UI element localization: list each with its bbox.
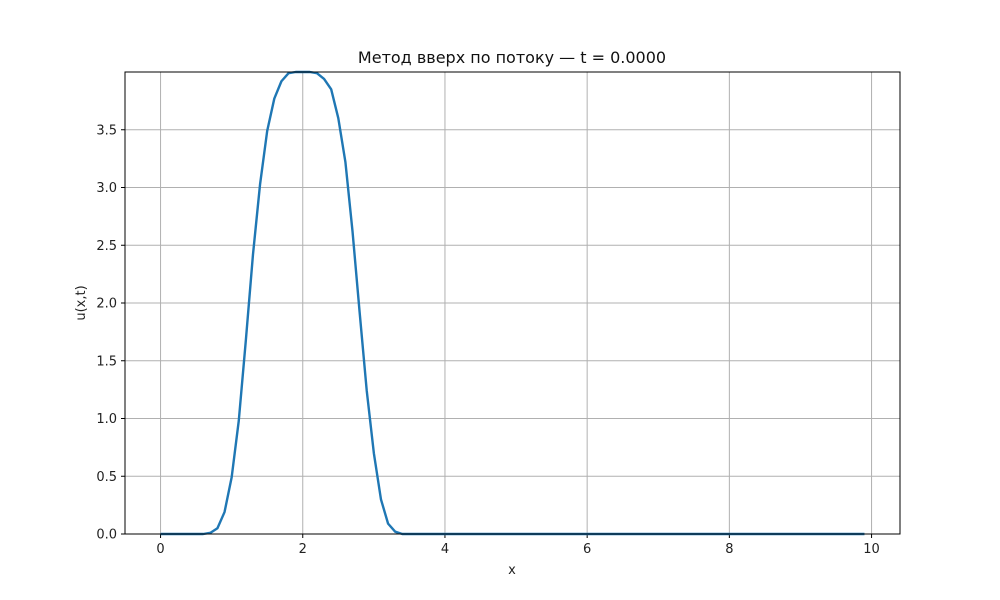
grid-lines (125, 72, 900, 535)
y-tick-label: 3.0 (96, 181, 117, 196)
x-axis-label: x (508, 563, 516, 578)
y-tick-label: 2.0 (96, 297, 117, 312)
x-tick-label: 0 (156, 542, 164, 557)
y-tick-label: 0.5 (96, 470, 117, 485)
y-tick-label: 3.5 (96, 123, 117, 138)
y-axis-label: u(x,t) (74, 285, 89, 320)
x-tick-label: 6 (583, 542, 591, 557)
y-tick-label: 2.5 (96, 239, 117, 254)
x-tick-label: 8 (725, 542, 733, 557)
y-tick-label: 0.0 (96, 528, 117, 543)
y-tick-label: 1.0 (96, 412, 117, 427)
x-tick-label: 10 (863, 542, 880, 557)
x-tick-label: 2 (299, 542, 307, 557)
x-tick-label: 4 (441, 542, 449, 557)
axis-ticks: 0 2 4 6 8 10 0.0 0.5 1.0 1.5 2.0 2.5 3.0 3.5 (96, 123, 880, 557)
chart-title: Метод вверх по потоку — t = 0.0000 (358, 48, 666, 67)
y-tick-label: 1.5 (96, 354, 117, 369)
plot-frame (124, 71, 901, 535)
